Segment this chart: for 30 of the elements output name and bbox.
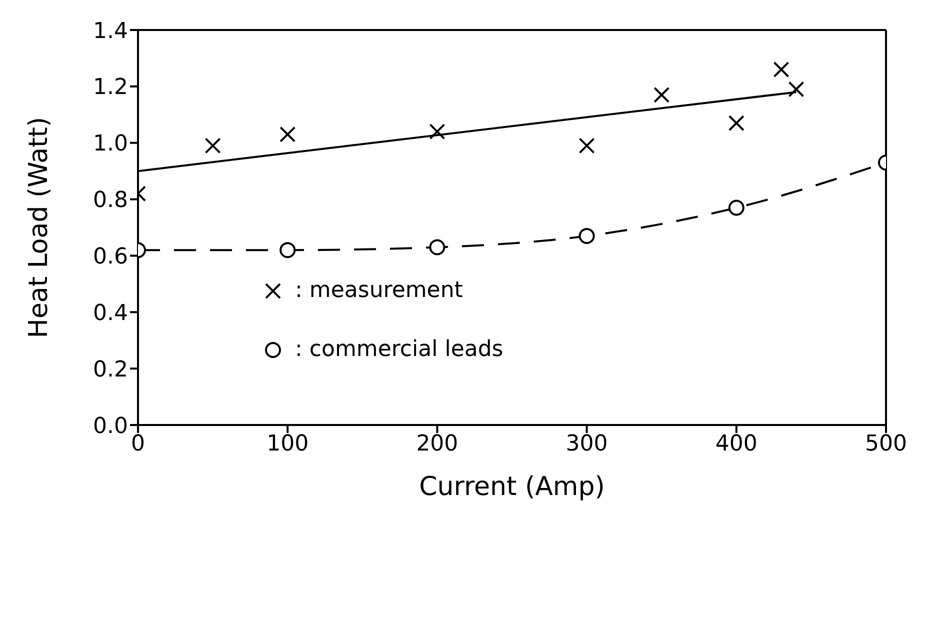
x-tick-label: 400: [715, 432, 758, 457]
point: [788, 81, 804, 98]
y-tick-label: 0.8: [93, 188, 128, 214]
point: [204, 138, 221, 154]
point: [773, 62, 790, 78]
point: [280, 126, 296, 142]
y-tick-label: 1.2: [93, 75, 128, 100]
point: [578, 228, 595, 244]
point: [429, 239, 446, 256]
y-tick-label: 1.0: [93, 132, 128, 157]
point: [654, 86, 670, 103]
x-axis-title: Current (Amp): [419, 472, 605, 502]
point: [578, 138, 595, 154]
y-axis-title: Heat Load (Watt): [24, 116, 54, 338]
y-tick-label: 0.4: [93, 300, 128, 326]
point: [728, 115, 744, 132]
y-tick-label: 1.4: [93, 18, 128, 44]
point: [280, 242, 296, 258]
point: [429, 124, 446, 140]
x-tick-label: 500: [865, 432, 907, 457]
x-tick-label: 100: [266, 432, 309, 457]
legend-label: : measurement: [295, 278, 463, 303]
x-tick-label: 0: [131, 432, 145, 457]
y-tick-label: 0.2: [93, 357, 128, 382]
x-tick-label: 300: [566, 432, 608, 457]
y-tick-label: 0.0: [93, 414, 128, 439]
x-tick-label: 200: [416, 432, 458, 457]
point: [728, 200, 744, 216]
legend-label: : commercial leads: [295, 337, 504, 362]
y-tick-label: 0.6: [93, 244, 128, 270]
